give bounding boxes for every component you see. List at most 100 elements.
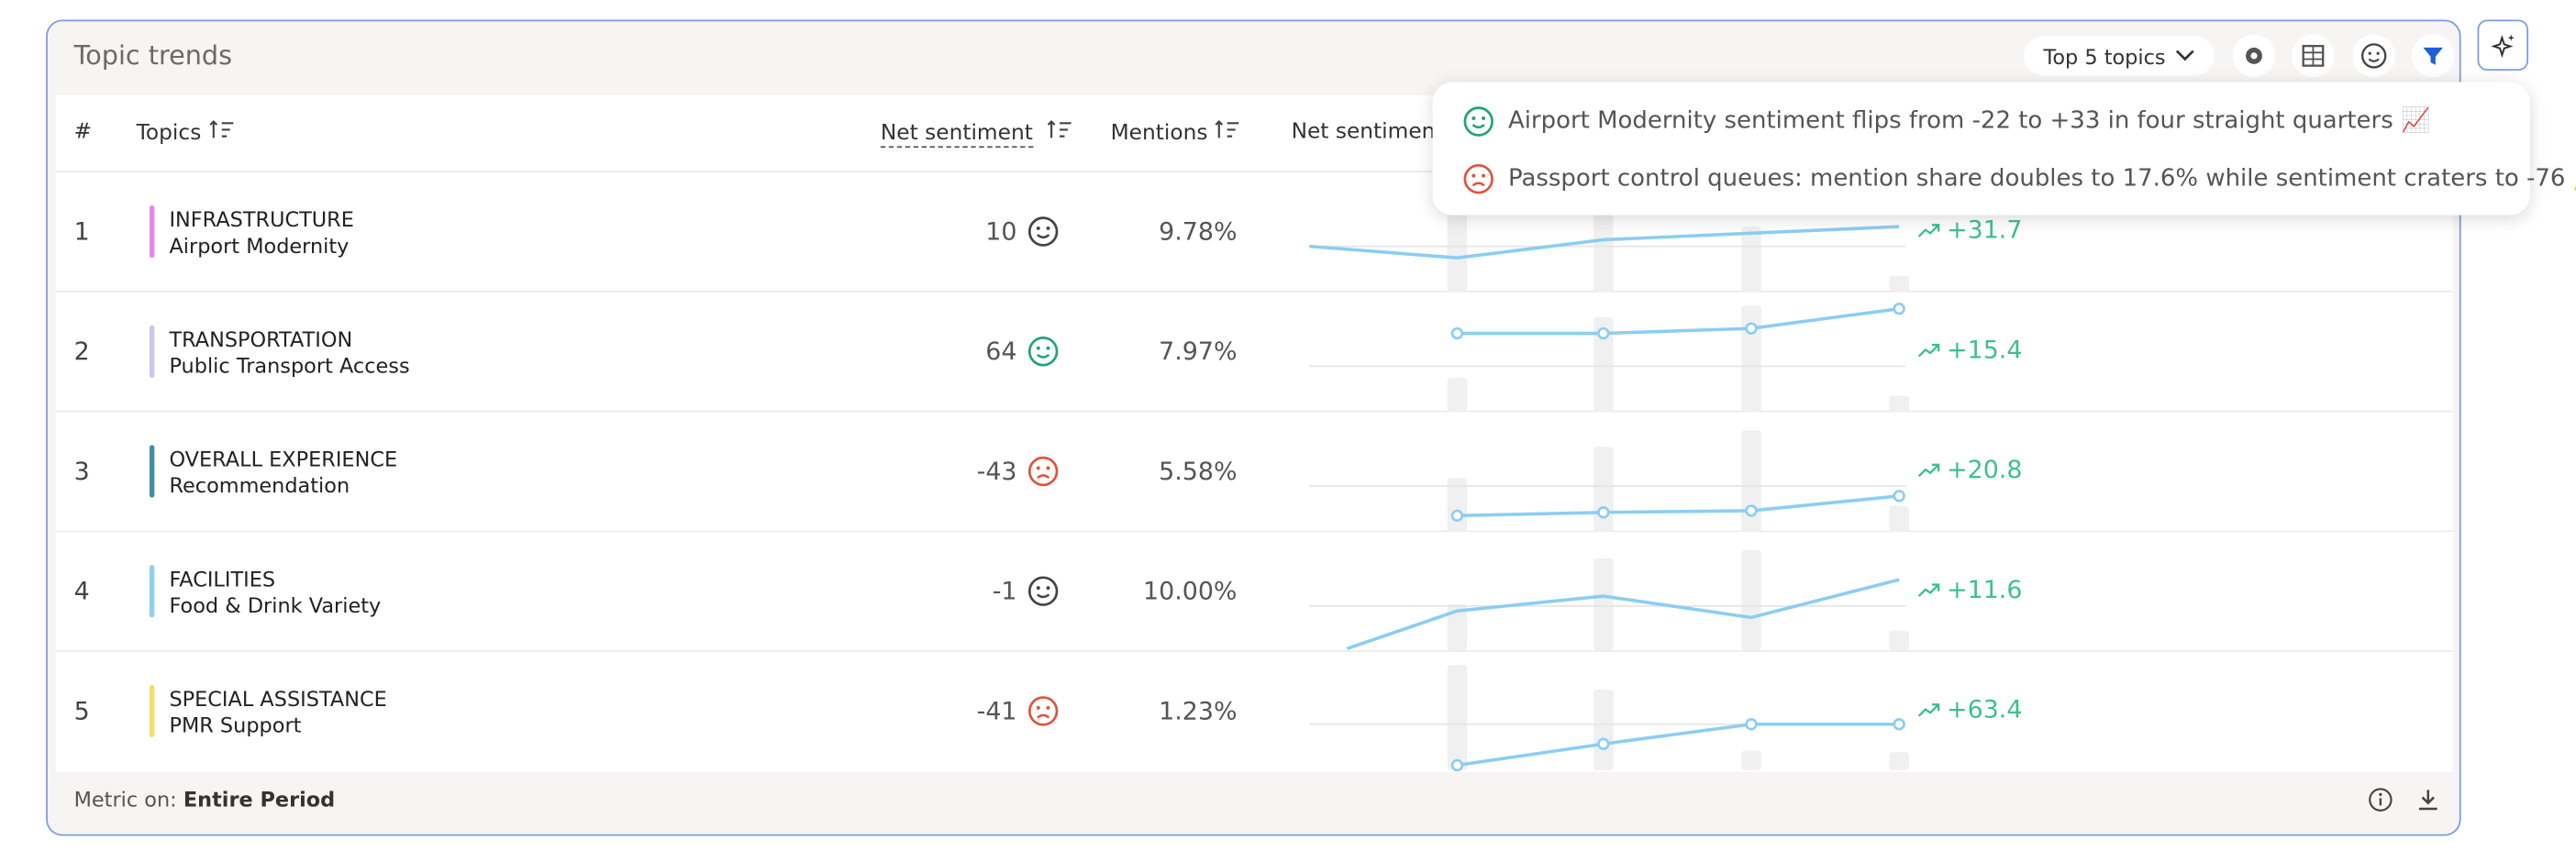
face [1463, 163, 1493, 194]
arrow-path [1917, 224, 1940, 238]
row-index: 2 [73, 337, 90, 367]
topic-category: INFRASTRUCTURE [169, 206, 354, 232]
download-button[interactable] [2415, 787, 2441, 813]
face [1027, 576, 1059, 606]
sentiment-icon [1027, 216, 1059, 247]
sentiment-icon [1027, 696, 1059, 726]
footer-period: Entire Period [183, 786, 336, 812]
mouth [1471, 124, 1485, 129]
column-header[interactable]: Mentions [1110, 119, 1241, 147]
arrow-path [1917, 703, 1940, 717]
footer: Metric on: Entire Period [74, 787, 336, 812]
topic-category: FACILITIES [169, 566, 276, 591]
color-bar [149, 684, 155, 738]
eye [1471, 173, 1476, 178]
column-header-label: Topics [136, 121, 202, 147]
sentiment-icon [1027, 456, 1059, 487]
topic-name: Food & Drink Variety [169, 592, 382, 618]
eye [1046, 226, 1050, 230]
row-divider [55, 650, 2453, 652]
sentiment-button[interactable] [2352, 34, 2395, 78]
row-index: 1 [73, 216, 90, 247]
sentiment-icon [1027, 337, 1059, 367]
column-header[interactable]: Topics [136, 119, 235, 147]
arrow-path [1917, 463, 1940, 478]
row-index: 3 [73, 456, 90, 487]
smile-icon [2361, 43, 2387, 69]
mentions: 5.58% [1159, 456, 1238, 487]
mentions: 10.00% [1143, 576, 1238, 606]
topic-filter[interactable]: Top 5 topics [2024, 36, 2215, 76]
eye [1046, 586, 1050, 591]
eye [1036, 586, 1040, 591]
trend-change-value: +11.6 [1947, 574, 2023, 605]
mouth [1471, 182, 1485, 187]
color-bar [149, 565, 155, 618]
column-header-label: Mentions [1110, 121, 1208, 147]
eye [1471, 116, 1476, 120]
trend-arrow [1917, 703, 1940, 717]
eye [1482, 173, 1486, 178]
topic-category: SPECIAL ASSISTANCE [169, 686, 387, 712]
face [1027, 696, 1059, 726]
title: Topic trends [73, 39, 233, 72]
settings-button[interactable] [2232, 34, 2276, 78]
trend-change: +15.4 [1916, 335, 2023, 365]
trend-arrow [1917, 224, 1940, 238]
arrow-path [1917, 583, 1940, 597]
net-sentiment: -43 [976, 456, 1017, 487]
trend-change: +20.8 [1916, 455, 2023, 485]
trend-change-value: +31.7 [1947, 215, 2023, 245]
ai-button[interactable] [2477, 19, 2529, 72]
topic-name: Airport Modernity [169, 233, 350, 259]
filter-icon [2423, 47, 2443, 65]
sentiment-icon [1463, 106, 1493, 137]
net-sentiment: 10 [985, 216, 1017, 247]
color-bar [149, 445, 155, 498]
trend-arrow [1917, 583, 1940, 597]
topic-name: PMR Support [169, 713, 302, 738]
mouth [1037, 474, 1050, 480]
info-button[interactable] [2368, 787, 2394, 813]
filter-button[interactable] [2411, 34, 2455, 78]
topic-category: OVERALL EXPERIENCE [169, 447, 398, 471]
arrow-path [1917, 343, 1940, 358]
topic-category: TRANSPORTATION [169, 326, 353, 352]
column-header: # [73, 119, 93, 145]
sort-icon [1047, 119, 1071, 138]
trend-change: +11.6 [1916, 574, 2023, 605]
eye [1046, 466, 1050, 470]
column-header[interactable]: Net sentiment [880, 119, 1072, 149]
mentions: 7.97% [1159, 337, 1238, 367]
trend-change: +31.7 [1916, 215, 2023, 245]
face [1027, 337, 1059, 367]
insights-popup: Airport Modernity sentiment flips from -… [1432, 82, 2576, 216]
face [1027, 456, 1059, 487]
eye [1036, 466, 1040, 470]
face [1463, 106, 1493, 137]
sentiment-icon [1027, 576, 1059, 606]
trend-change: +63.4 [1916, 694, 2023, 724]
face [1027, 216, 1059, 247]
chevron [2176, 50, 2194, 61]
column-header-label: Net sentiment [880, 121, 1033, 149]
insight-text: Airport Modernity sentiment flips from -… [1507, 108, 2431, 135]
color-bar [149, 204, 155, 259]
net-sentiment: 64 [985, 337, 1017, 367]
row-index: 5 [73, 696, 90, 726]
columns-icon [2302, 44, 2325, 67]
mentions: 1.23% [1159, 696, 1238, 726]
trend-change-value: +20.8 [1947, 455, 2023, 485]
trend-arrow [1917, 463, 1940, 478]
trend-arrow [1917, 343, 1940, 358]
footer-label: Metric on: [73, 786, 177, 812]
columns-button[interactable] [2292, 34, 2335, 78]
sort-icon [208, 119, 233, 138]
sentiment-icon [1463, 163, 1493, 194]
insight-text: Passport control queues: mention share d… [1507, 165, 2576, 193]
net-sentiment: -41 [976, 696, 1017, 726]
net-sentiment: -1 [992, 576, 1017, 606]
sort-icon [1215, 119, 1239, 138]
